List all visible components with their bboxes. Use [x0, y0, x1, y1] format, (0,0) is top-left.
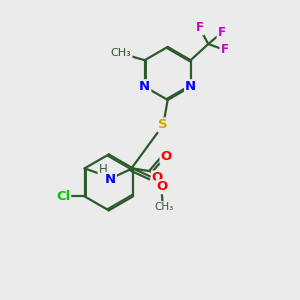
Text: O: O	[160, 150, 172, 163]
Text: F: F	[220, 44, 229, 56]
Text: S: S	[158, 118, 168, 131]
Text: O: O	[152, 172, 163, 184]
Text: CH₃: CH₃	[111, 48, 131, 58]
Text: F: F	[195, 21, 203, 34]
Text: N: N	[105, 173, 116, 186]
Text: Cl: Cl	[56, 190, 70, 203]
Text: O: O	[157, 180, 168, 193]
Text: N: N	[185, 80, 196, 93]
Text: N: N	[139, 80, 150, 93]
Text: F: F	[218, 26, 226, 39]
Text: CH₃: CH₃	[154, 202, 173, 212]
Text: H: H	[98, 163, 107, 176]
